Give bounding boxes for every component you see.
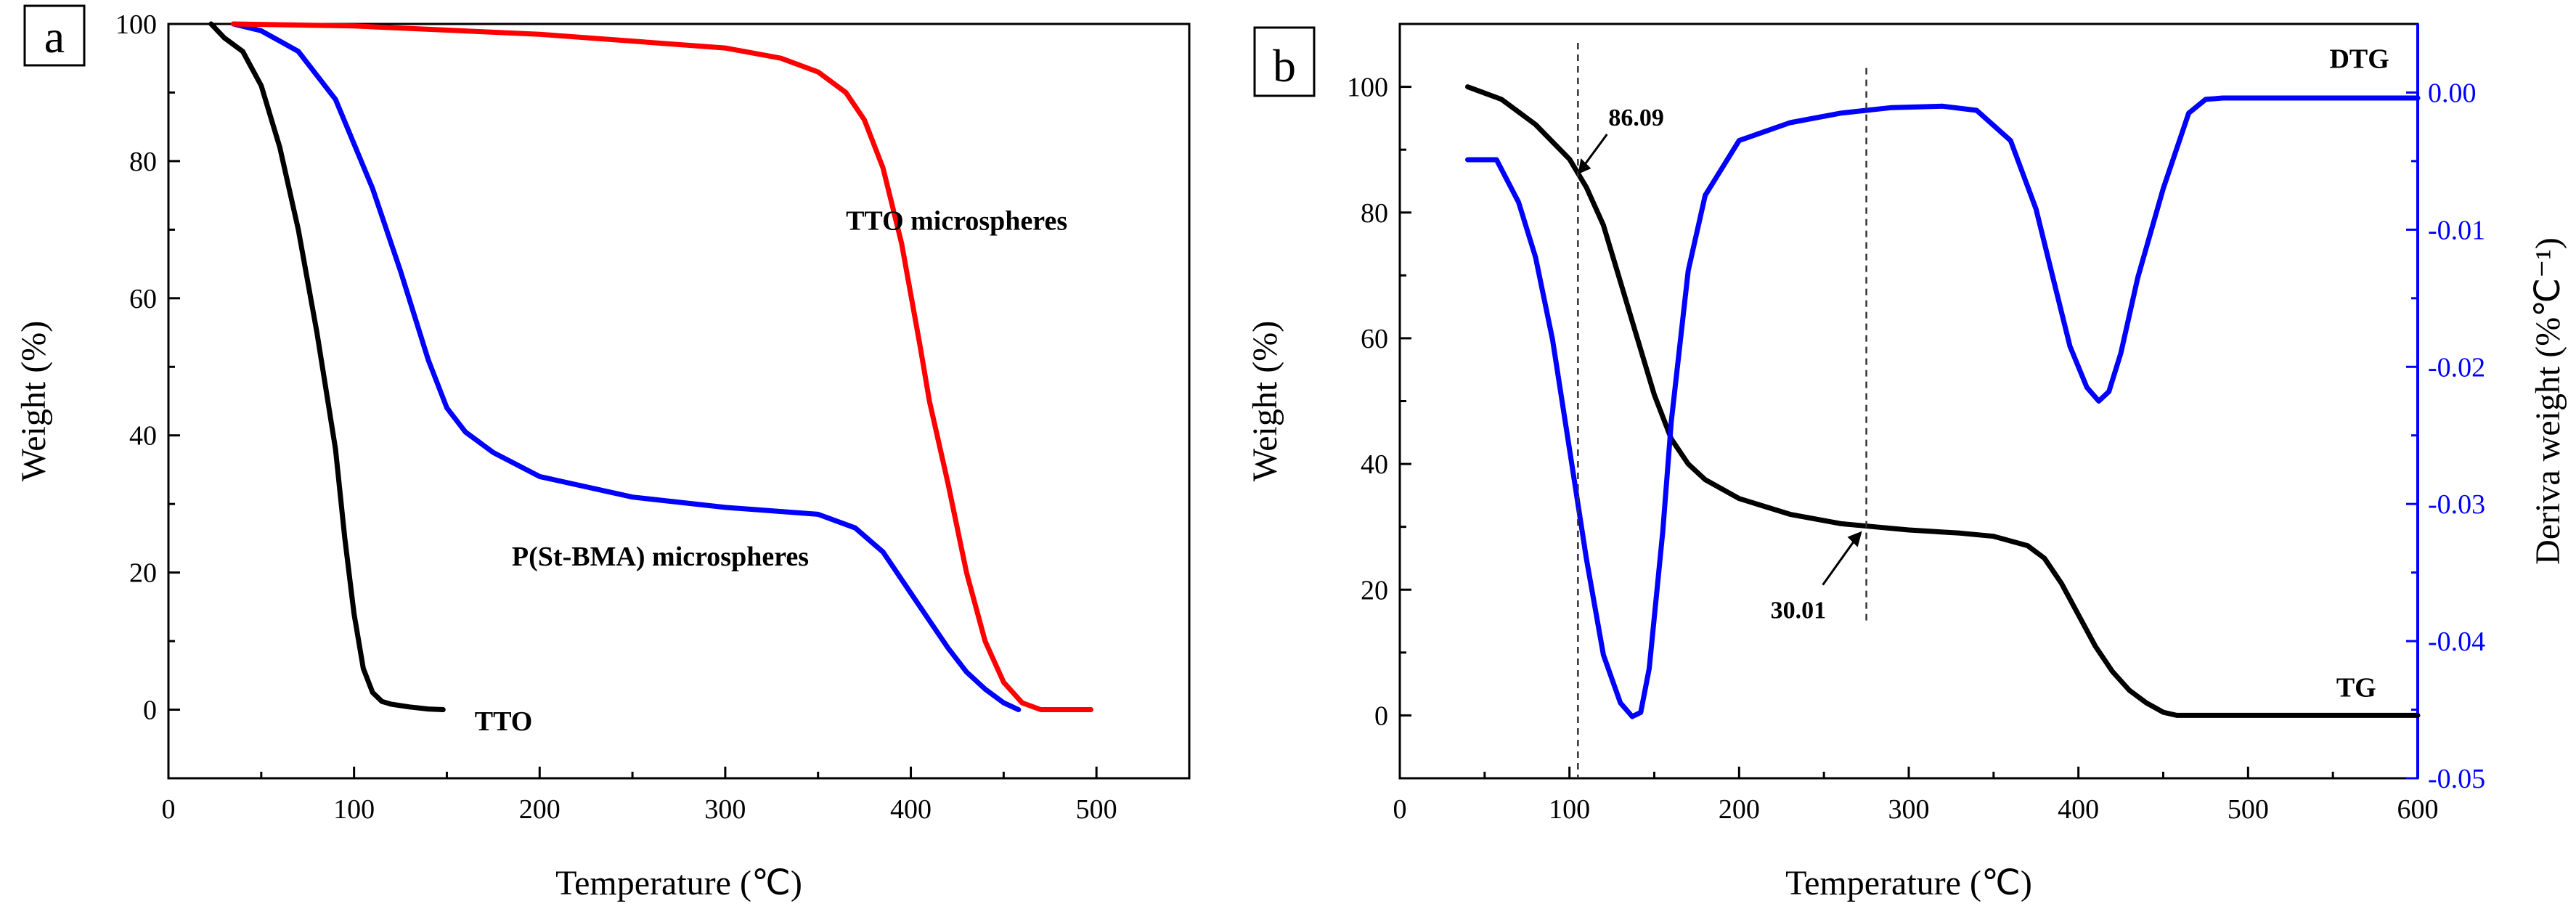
y-tick-label: 40 (1361, 449, 1388, 480)
x-tick-label: 100 (1549, 794, 1590, 825)
marker-arrowhead (1847, 531, 1862, 547)
panel-b: 0 100 200 300 400 500 600 0 20 40 60 80 100 0.00 -0.01… (1246, 23, 2567, 902)
x-tick-label: 400 (2058, 794, 2099, 825)
panel-a-plot-frame (167, 23, 1191, 780)
right-y-tick-label: 0.00 (2428, 78, 2477, 108)
panel-b-right-y-axis-label: Deriva weight (%℃⁻¹) (2529, 237, 2567, 565)
series-line (208, 21, 446, 712)
x-tick-label: 0 (1393, 794, 1407, 825)
panel-a: 0 100 200 300 400 500 0 20 40 60 80 100 TTO microsp… (15, 4, 1191, 902)
series-annotation: TG (2336, 672, 2376, 703)
panel-a-letter-box (23, 4, 86, 67)
y-tick-label: 20 (129, 558, 157, 589)
x-tick-label: 500 (1076, 794, 1117, 825)
series-line (231, 21, 1093, 712)
panel-a-ticks: 0 100 200 300 400 500 0 20 40 60 80 100 (115, 9, 1117, 825)
y-tick-label: 40 (129, 421, 157, 452)
x-tick-label: 100 (333, 794, 375, 825)
y-tick-label: 60 (1361, 324, 1388, 354)
marker-arrowhead (1578, 158, 1591, 175)
panel-b-ticks: 0 100 200 300 400 500 600 0 20 40 60 80 100 0.00 -0.01… (1347, 24, 2485, 825)
y-tick-label: 20 (1361, 575, 1388, 605)
marker-label: 30.01 (1771, 597, 1827, 624)
x-tick-label: 300 (1888, 794, 1930, 825)
x-tick-label: 200 (1719, 794, 1760, 825)
panel-a-annotations: TTO microspheres P(St-BMA) microspheres TT… (475, 205, 1067, 737)
series-annotation: TTO microspheres (846, 205, 1067, 236)
panel-b-x-axis-label: Temperature (℃) (1785, 864, 2032, 902)
x-tick-label: 500 (2227, 794, 2269, 825)
x-tick-label: 0 (162, 794, 176, 825)
right-y-tick-label: -0.03 (2428, 489, 2485, 520)
x-tick-label: 300 (704, 794, 746, 825)
y-tick-label: 100 (115, 9, 157, 40)
x-tick-label: 600 (2397, 794, 2439, 825)
y-tick-label: 80 (129, 147, 157, 177)
panel-b-series (1465, 84, 2421, 719)
x-tick-label: 200 (519, 794, 561, 825)
right-y-tick-label: -0.01 (2428, 215, 2485, 245)
right-y-tick-label: -0.05 (2428, 764, 2485, 794)
series-line (1465, 84, 2421, 718)
series-annotation: TTO (475, 706, 533, 737)
y-tick-label: 80 (1361, 198, 1388, 229)
series-line (1465, 95, 2421, 719)
y-tick-label: 0 (1374, 701, 1388, 731)
marker-label: 86.09 (1608, 105, 1664, 131)
series-line (231, 21, 1022, 712)
panel-a-y-axis-label: Weight (%) (15, 321, 53, 481)
panel-b-annotations: DTG TG 86.09 30.01 (1577, 42, 2389, 778)
y-tick-label: 60 (129, 284, 157, 314)
panel-b-letter: b (1273, 40, 1296, 91)
right-y-tick-label: -0.02 (2428, 352, 2485, 383)
y-tick-label: 100 (1347, 73, 1388, 103)
panel-a-x-axis-label: Temperature (℃) (555, 864, 802, 902)
x-tick-label: 400 (890, 794, 932, 825)
panel-b-y-axis-label: Weight (%) (1246, 321, 1284, 481)
panel-b-plot-frame (1398, 23, 2419, 780)
y-tick-label: 0 (143, 695, 157, 726)
right-y-tick-label: -0.04 (2428, 627, 2485, 657)
series-annotation: DTG (2329, 44, 2389, 75)
panel-a-letter: a (44, 11, 65, 62)
series-annotation: P(St-BMA) microspheres (512, 542, 809, 572)
panel-a-series (208, 21, 1093, 712)
panel-b-letter-box (1253, 26, 1316, 97)
